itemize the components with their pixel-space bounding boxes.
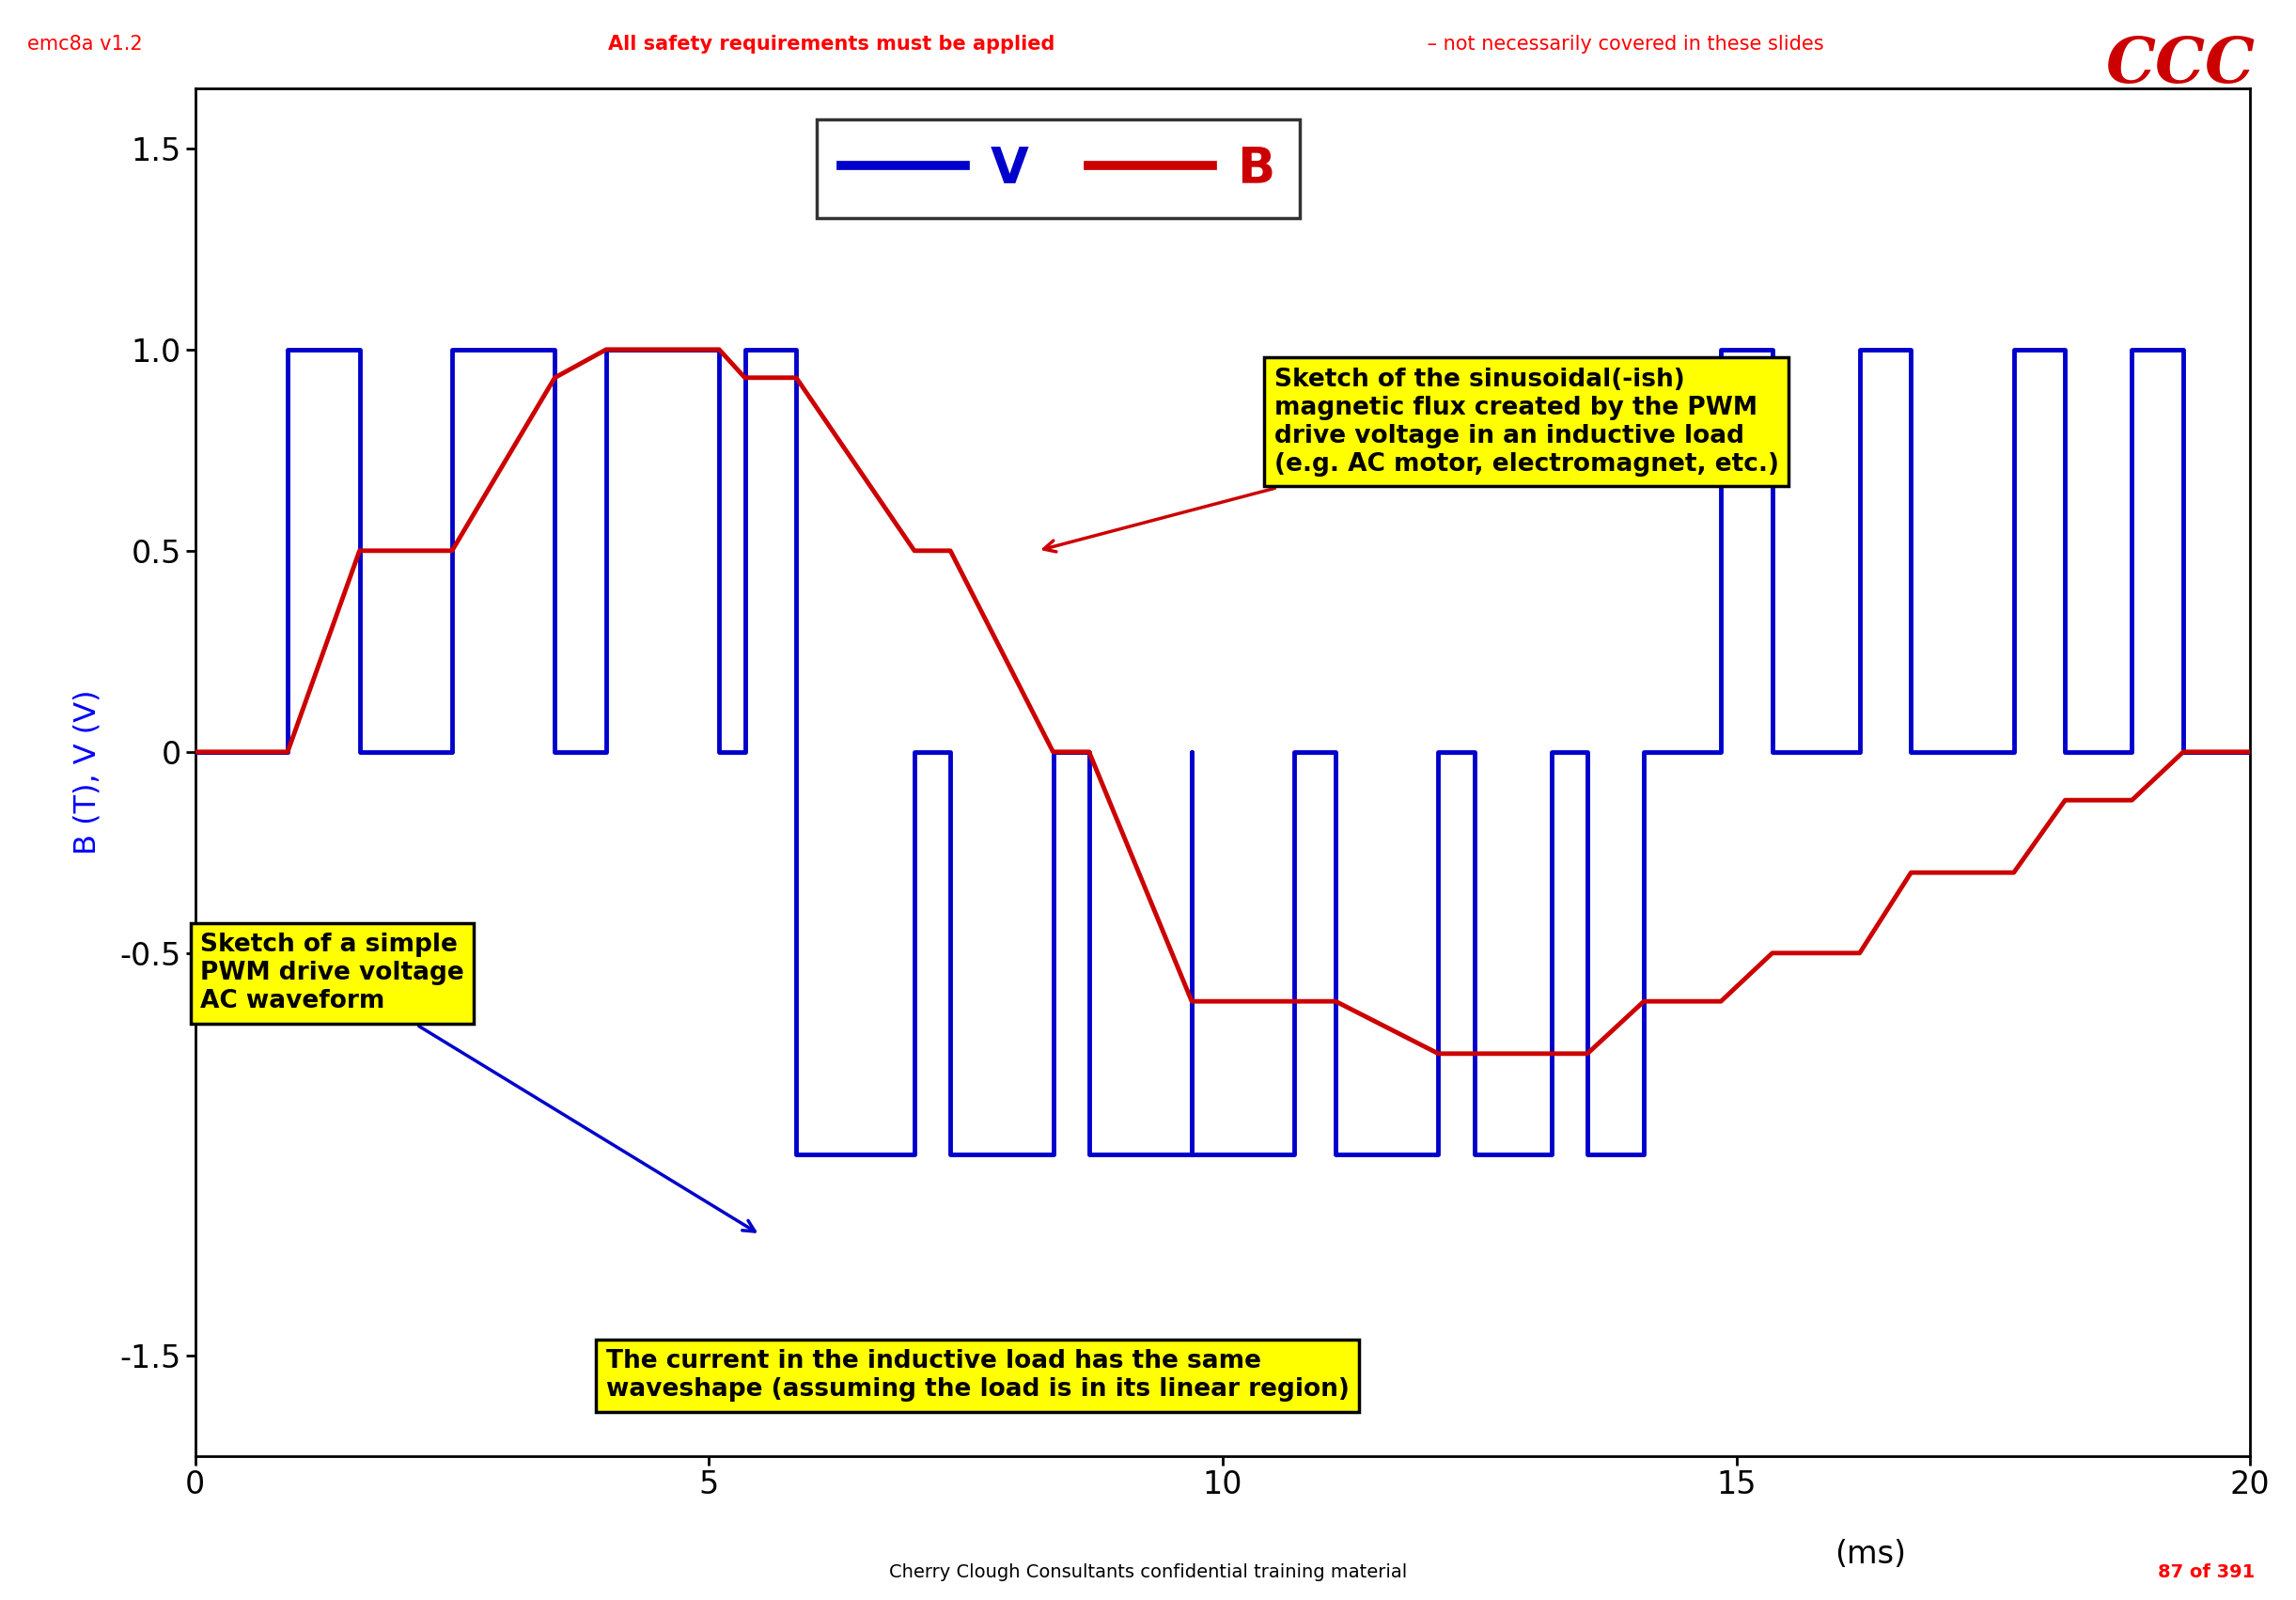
Text: Sketch of a simple
PWM drive voltage
AC waveform: Sketch of a simple PWM drive voltage AC …: [200, 933, 755, 1232]
Text: (ms): (ms): [1835, 1539, 1906, 1570]
Text: 87 of 391: 87 of 391: [2158, 1563, 2255, 1581]
Text: The current in the inductive load has the same
waveshape (assuming the load is i: The current in the inductive load has th…: [606, 1349, 1350, 1402]
Legend: V, B: V, B: [817, 120, 1300, 218]
Text: Cherry Clough Consultants confidential training material: Cherry Clough Consultants confidential t…: [889, 1563, 1407, 1581]
Text: – not necessarily covered in these slides: – not necessarily covered in these slide…: [1421, 35, 1823, 54]
Text: CCC: CCC: [2105, 35, 2255, 96]
Text: Sketch of the sinusoidal(-ish)
magnetic flux created by the PWM
drive voltage in: Sketch of the sinusoidal(-ish) magnetic …: [1045, 368, 1779, 552]
Y-axis label: B (T), V (V): B (T), V (V): [73, 690, 101, 854]
Text: emc8a v1.2: emc8a v1.2: [28, 35, 142, 54]
Text: All safety requirements must be applied: All safety requirements must be applied: [608, 35, 1056, 54]
